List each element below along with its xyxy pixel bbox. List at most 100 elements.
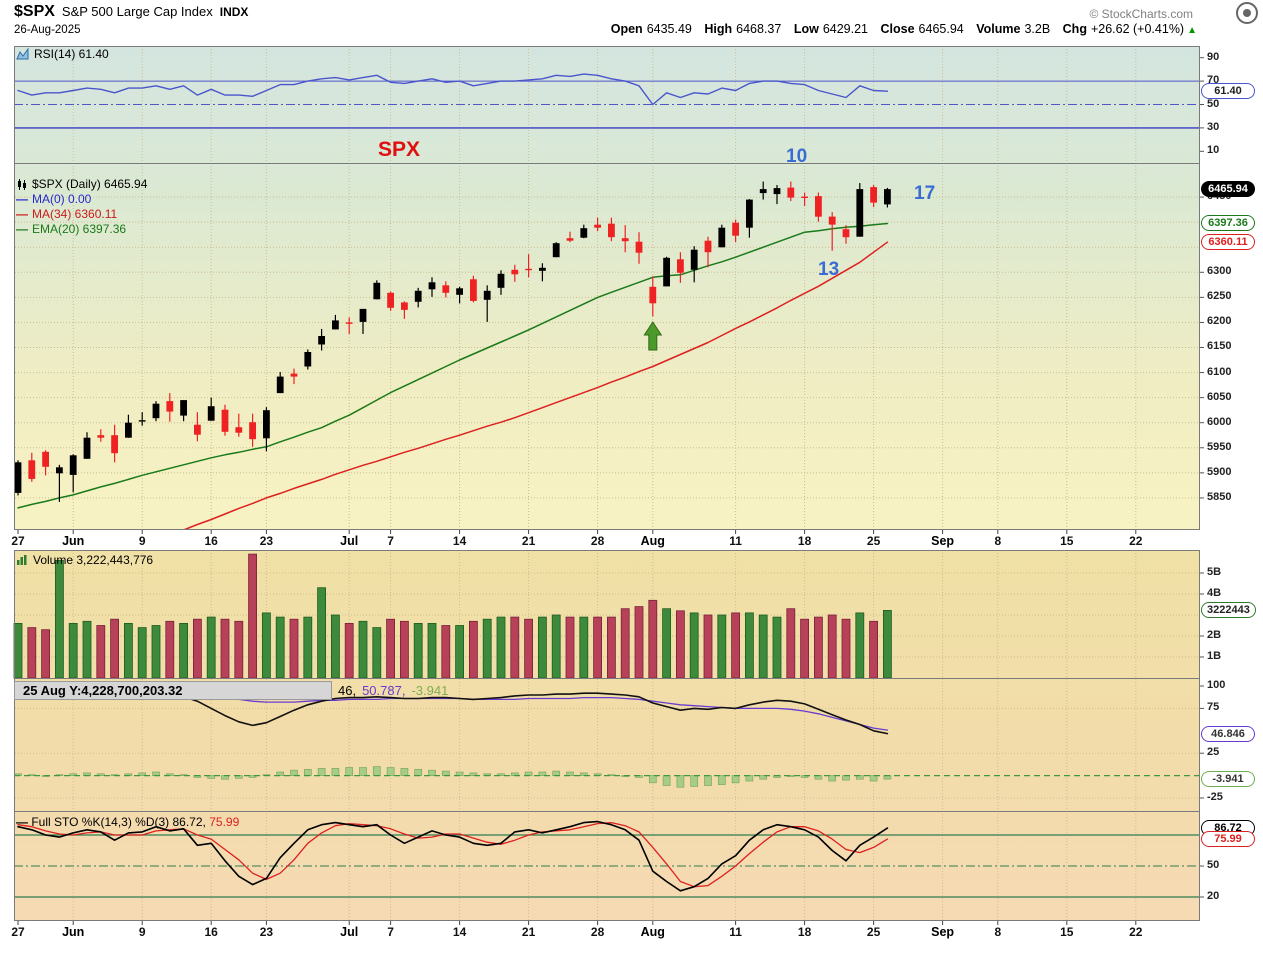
mid-indicator-legend: 25 Aug Y:4,228,700,203.32 46, 50.787, -3… [14,681,448,700]
chart-date: 26-Aug-2025 [14,24,81,36]
axis-label: 30 [1207,120,1220,133]
index-name: S&P 500 Large Cap Index [61,4,213,19]
x-axis-label: Jun [62,925,85,939]
annotation-count-17: 17 [914,183,936,204]
axis-label: 6000 [1207,415,1232,428]
stochastics-legend: — Full STO %K(14,3) %D(3) 86.72, 75.99 [16,815,239,829]
axis-label: 1B [1207,650,1222,662]
x-axis-label: 22 [1129,534,1143,548]
x-axis-label: 16 [204,534,218,548]
axis-label: 2B [1207,629,1222,641]
x-axis-label: 27 [11,534,25,548]
open-value: 6435.49 [646,22,692,36]
axis-label: 4B [1207,587,1222,599]
chart-header: $SPX S&P 500 Large Cap Index INDX [14,3,248,21]
ema20-line-sample-icon: — [16,222,28,236]
axis-label: 50 [1207,97,1220,110]
axis-label: 6200 [1207,315,1232,328]
annotation-count-13: 13 [818,259,840,280]
axis-label: 75 [1207,701,1220,714]
x-axis-label: 8 [994,534,1002,548]
price-legend: $SPX (Daily) 6465.94 — MA(0) 0.00 — MA(3… [16,177,147,237]
axis-bubble: 6360.11 [1201,234,1255,251]
x-axis-label: Jul [340,534,359,548]
badge-dot-icon [1243,9,1251,17]
date-axis-upper: 27 Jun 9 16 23 Jul 7 14 21 28 Aug 11 18 25 Sep 8 15 22 [0,533,1263,549]
x-axis-label: 23 [259,925,274,939]
x-axis-label: Aug [640,534,665,548]
axis-label: 6100 [1207,365,1232,378]
x-axis-label: 14 [452,534,467,548]
axis-label: 5950 [1207,440,1232,453]
ma0-legend: MA(0) 0.00 [32,192,92,206]
axis-label: 5900 [1207,465,1232,478]
x-axis-label: 9 [138,534,146,548]
annotation-count-10: 10 [786,146,808,167]
axis-label: 6250 [1207,290,1232,303]
x-axis-label: 14 [452,925,467,939]
rsi-legend: RSI(14) 61.40 [16,47,109,61]
axis-label: 100 [1207,679,1226,691]
axis-bubble: 61.40 [1201,83,1255,100]
x-axis-label: 8 [994,925,1002,939]
mid-value-green: -3.941 [411,683,449,698]
axis-label: 50 [1207,859,1220,871]
mid-value-purple: 50.787, [362,683,406,698]
axis-bubble: 6397.36 [1201,215,1255,232]
ma34-legend: MA(34) 6360.11 [32,207,118,221]
rsi-icon [16,48,29,60]
x-axis-label: 28 [590,534,605,548]
axis-bubble: -3.941 [1201,771,1255,788]
axis-label: 5B [1207,566,1222,578]
x-axis-label: Aug [640,925,665,939]
high-label: High [704,22,733,36]
close-value: 6465.94 [918,22,964,36]
axis-bubble: 46.846 [1201,725,1255,742]
site-badge-icon[interactable] [1236,2,1258,24]
price-panel-background [14,46,1200,530]
close-label: Close [880,22,915,36]
x-axis-label: 27 [11,925,25,939]
x-axis-label: 9 [138,925,146,939]
hover-tooltip: 25 Aug Y:4,228,700,203.32 [14,681,332,700]
x-axis-label: Jun [62,534,85,548]
candlestick-icon [18,179,26,190]
low-label: Low [793,22,819,36]
quote-summary: Open 6435.49 High 6468.37 Low 6429.21 Close… [611,22,1197,36]
x-axis-label: 23 [259,534,274,548]
high-value: 6468.37 [736,22,782,36]
mid-value-black: 46, [338,683,357,698]
x-axis-label: Jul [340,925,359,939]
axis-label: 25 [1207,746,1220,759]
x-axis-label: 11 [729,534,742,548]
x-axis-label: 21 [521,534,536,548]
x-axis-label: 7 [387,925,394,939]
ema20-legend: EMA(20) 6397.36 [32,222,127,236]
rsi-legend-text: RSI(14) 61.40 [34,47,109,61]
x-axis-label: 25 [866,925,881,939]
exchange-label: INDX [219,5,249,19]
ma34-line-sample-icon: — [16,207,28,221]
x-axis-label: 21 [521,925,536,939]
x-axis-label: Sep [931,534,955,548]
change-up-arrow: ▲ [1187,25,1197,36]
open-label: Open [610,22,643,36]
x-axis-label: 15 [1060,534,1074,548]
axis-label: 70 [1207,74,1220,87]
sto-k-value: 86.72, [172,815,206,829]
axis-label: 90 [1207,50,1220,63]
sto-legend-text: Full STO %K(14,3) %D(3) [31,815,170,829]
x-axis-label: 28 [590,925,605,939]
volume-legend-text: Volume 3,222,443,776 [33,553,154,567]
axis-bubble: 75.99 [1201,831,1255,848]
axis-bubble: 6465.94 [1201,181,1255,198]
change-label: Chg [1062,22,1087,36]
price-legend-symbol: $SPX (Daily) 6465.94 [32,177,148,191]
symbol: $SPX [14,3,55,20]
x-axis-label: 15 [1060,925,1074,939]
x-axis-label: 11 [729,925,742,939]
axis-label: 6150 [1207,340,1232,353]
change-value: +26.62 (+0.41%) [1090,22,1185,36]
axis-label: 6300 [1207,265,1232,278]
